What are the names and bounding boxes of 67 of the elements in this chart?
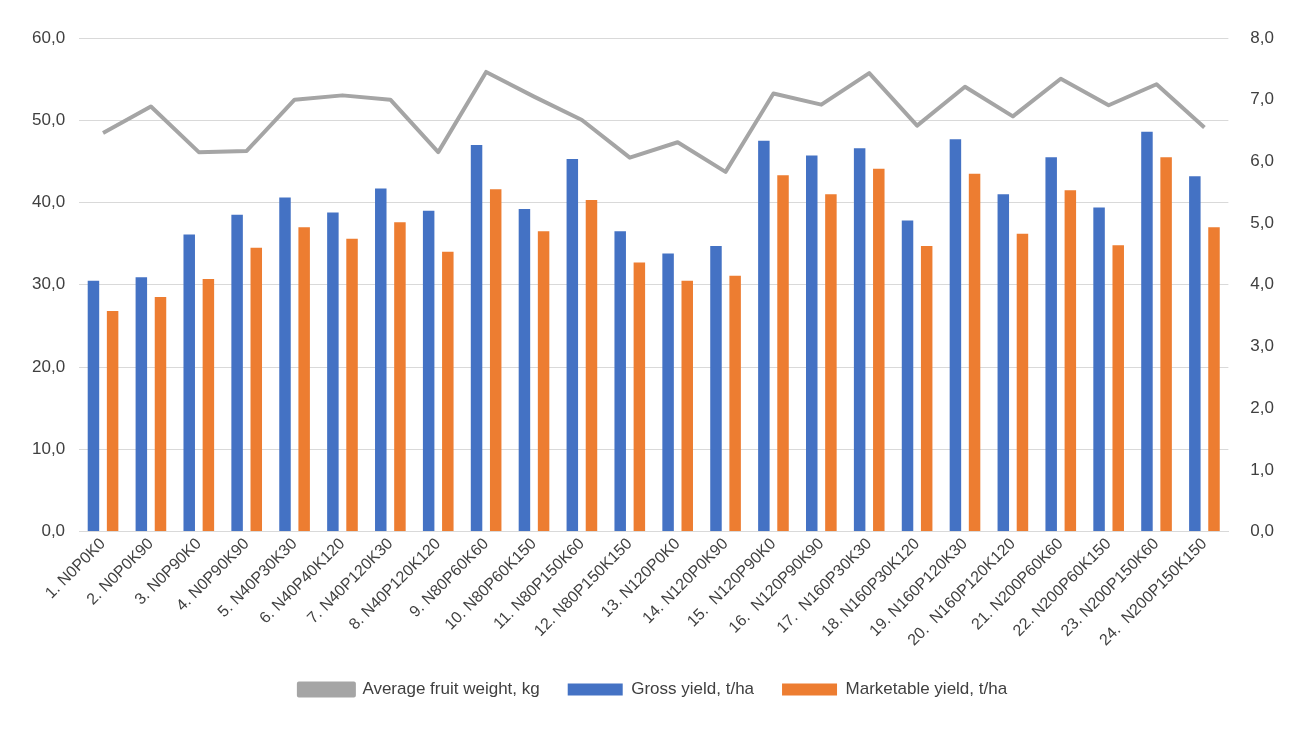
- bar: [154, 297, 167, 532]
- bar: [394, 222, 406, 532]
- bar: [375, 188, 387, 532]
- legend-label: Marketable yield, t/ha: [845, 679, 1008, 699]
- y-tick-label: 20,0: [31, 356, 66, 376]
- y-tick-label: 50,0: [31, 109, 66, 129]
- legend-label: Gross yield, t/ha: [631, 679, 755, 699]
- bar: [1112, 245, 1124, 532]
- bar: [537, 231, 550, 532]
- bar: [518, 209, 531, 532]
- bar: [825, 194, 837, 532]
- bar: [614, 231, 626, 532]
- bar: [920, 246, 933, 532]
- bar: [231, 214, 243, 532]
- y2-tick-label: 2,0: [1250, 397, 1275, 417]
- bar: [250, 247, 263, 532]
- bar: [183, 234, 195, 532]
- bar: [422, 210, 435, 532]
- bar: [758, 140, 770, 532]
- bar: [489, 189, 502, 532]
- bar: [106, 311, 119, 532]
- bar: [442, 251, 454, 532]
- y2-tick-label: 7,0: [1250, 89, 1275, 109]
- bar: [1141, 131, 1153, 532]
- y-tick-label: 40,0: [31, 192, 66, 212]
- bar: [873, 168, 885, 532]
- bar: [901, 220, 914, 532]
- bar: [279, 197, 291, 532]
- y2-tick-label: 1,0: [1250, 459, 1275, 479]
- bar: [327, 212, 339, 532]
- y-tick-label: 60,0: [31, 27, 66, 47]
- bar: [777, 175, 789, 532]
- bar: [1064, 190, 1077, 532]
- bar: [949, 139, 962, 532]
- y2-tick-label: 8,0: [1250, 27, 1275, 47]
- y2-tick-label: 0,0: [1250, 521, 1275, 541]
- bar: [135, 277, 148, 532]
- bar: [585, 200, 598, 532]
- bar: [298, 227, 310, 532]
- y2-tick-label: 3,0: [1250, 336, 1275, 356]
- bar: [662, 253, 674, 532]
- bar: [997, 194, 1010, 532]
- bar: [1093, 207, 1105, 532]
- bar: [470, 144, 483, 532]
- bar: [681, 280, 693, 532]
- y2-tick-label: 6,0: [1250, 151, 1275, 171]
- bar: [346, 238, 358, 532]
- bar: [1189, 176, 1201, 532]
- bar: [710, 246, 722, 532]
- bar: [806, 155, 818, 532]
- bar: [1016, 233, 1029, 532]
- y-tick-label: 0,0: [41, 521, 66, 541]
- bar: [853, 148, 866, 532]
- bar: [87, 280, 100, 532]
- bar: [633, 262, 646, 532]
- bar: [566, 158, 579, 532]
- bar: [968, 173, 981, 532]
- legend-label: Average fruit weight, kg: [362, 679, 540, 699]
- bar: [202, 279, 215, 532]
- y-tick-label: 10,0: [31, 438, 66, 458]
- y-tick-label: 30,0: [31, 274, 66, 294]
- bar: [1160, 157, 1172, 532]
- y2-tick-label: 4,0: [1250, 274, 1275, 294]
- bar: [1045, 157, 1057, 532]
- bar: [729, 275, 741, 532]
- y2-tick-label: 5,0: [1250, 212, 1275, 232]
- bar: [1208, 227, 1220, 532]
